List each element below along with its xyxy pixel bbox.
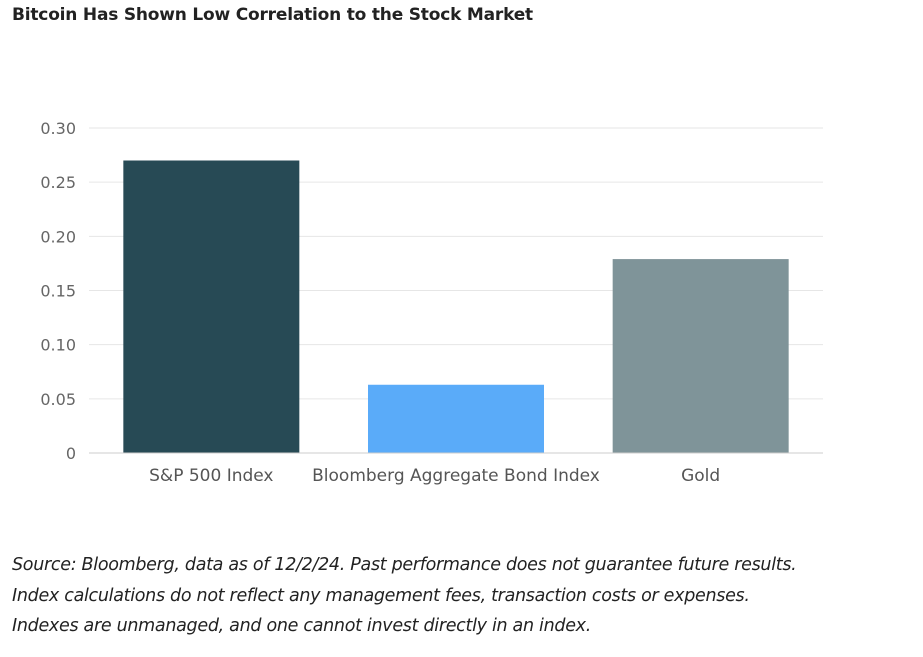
bars (123, 160, 789, 453)
bar (123, 160, 300, 453)
x-category-label: Bloomberg Aggregate Bond Index (312, 466, 600, 486)
x-category-label: Gold (681, 466, 720, 486)
bar (612, 259, 789, 453)
y-tick-label: 0.20 (40, 227, 76, 246)
y-tick-label: 0.05 (40, 390, 76, 409)
chart-title: Bitcoin Has Shown Low Correlation to the… (12, 5, 533, 25)
y-tick-label: 0.10 (40, 336, 76, 355)
bar (368, 384, 544, 453)
footnote-line: Source: Bloomberg, data as of 12/2/24. P… (12, 555, 797, 575)
footnote-line: Indexes are unmanaged, and one cannot in… (12, 616, 591, 636)
bar-chart: 0 0.05 0.10 0.15 0.20 0.25 0.30 S&P 500 Index B… (40, 119, 823, 486)
y-tick-label: 0.30 (40, 119, 76, 138)
x-axis-category-labels: S&P 500 Index Bloomberg Aggregate Bond In… (149, 466, 720, 486)
y-axis-tick-labels: 0 0.05 0.10 0.15 0.20 0.25 0.30 (40, 119, 76, 463)
footnote-line: Index calculations do not reflect any ma… (12, 585, 750, 606)
y-tick-label: 0 (66, 444, 76, 463)
source-footnote: Source: Bloomberg, data as of 12/2/24. P… (12, 550, 917, 642)
x-category-label: S&P 500 Index (149, 466, 273, 486)
y-tick-label: 0.25 (40, 173, 76, 192)
y-tick-label: 0.15 (40, 282, 76, 301)
